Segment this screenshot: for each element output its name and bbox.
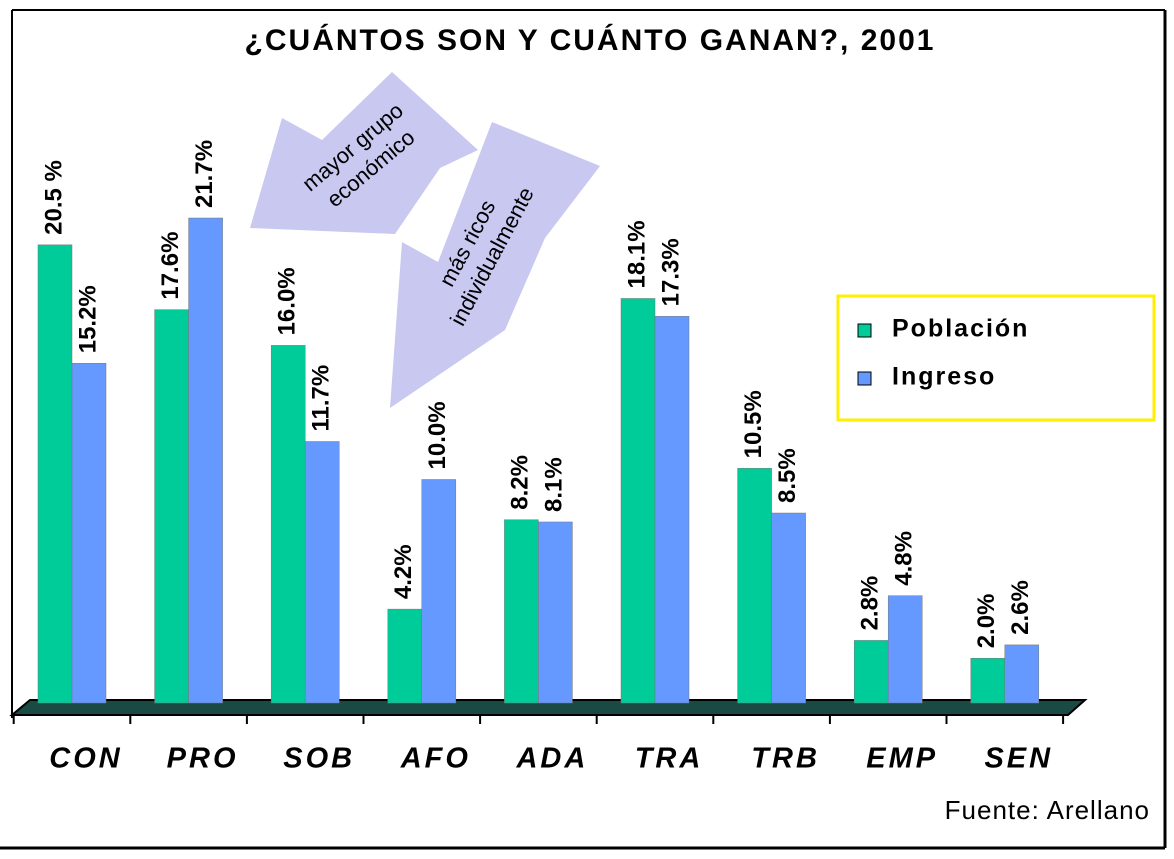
legend-swatch [857,323,872,338]
x-tick-label: SEN [984,743,1053,775]
x-tick-label: PRO [167,743,239,775]
bar [387,608,423,704]
x-tick-label: TRA [635,743,704,775]
bar [421,479,457,704]
value-label: 10.0% [424,401,451,469]
legend-label: Población [892,315,1029,343]
value-label: 16.0% [274,267,301,335]
bar [71,363,107,704]
floor [9,699,1088,716]
x-tick-label: ADA [515,743,588,775]
bar [270,345,306,704]
bar [504,519,539,704]
value-label: 4.2% [390,544,417,599]
value-label: 2.8% [857,576,884,631]
legend-swatch [857,371,872,386]
x-tick-label: TRB [751,743,820,775]
value-label: 2.6% [1007,580,1034,635]
annotation-arrow [250,72,478,234]
value-label: 8.1% [541,457,568,512]
chart-title: ¿CUÁNTOS SON Y CUÁNTO GANAN?, 2001 [245,23,936,57]
bar [654,316,690,704]
bar [154,309,189,704]
bar [188,217,223,704]
x-tick-label: AFO [400,743,471,775]
bar [620,298,656,704]
bar [887,595,923,704]
source: Fuente: Arellano [945,795,1150,825]
x-tick-label: SOB [283,743,355,775]
bar [970,658,1006,704]
value-label: 18.1% [623,220,650,288]
bar [771,512,806,704]
bar [304,441,340,704]
value-label: 8.2% [507,455,534,510]
value-label: 17.6% [157,232,184,300]
legend-label: Ingreso [892,363,996,391]
value-label: 21.7% [191,140,218,208]
value-label: 11.7% [308,365,335,432]
bar [737,468,772,704]
value-label: 15.2% [74,285,101,353]
value-label: 17.3% [657,238,684,306]
bar [538,521,573,704]
legend [836,294,1156,422]
bar [37,244,73,704]
x-tick-label: CON [49,743,122,775]
value-label: 2.0% [973,594,1000,649]
value-label: 8.5% [774,448,801,503]
value-label: 10.5% [740,390,767,458]
bar [1004,644,1040,704]
x-tick-label: EMP [866,743,938,775]
annotation-arrow [390,122,600,408]
bar [853,640,889,704]
value-label: 20.5 % [40,160,67,235]
value-label: 4.8% [891,531,918,586]
